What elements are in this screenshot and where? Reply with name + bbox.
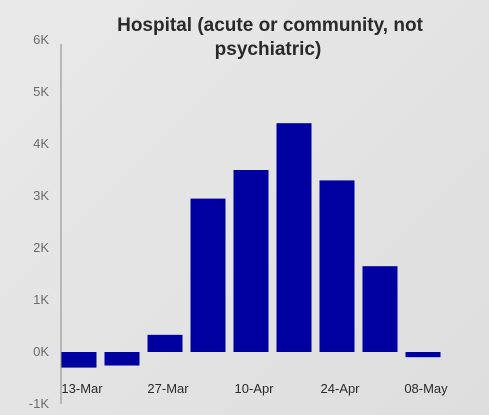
bar: [233, 170, 269, 352]
bar: [405, 352, 441, 358]
bar: [276, 123, 312, 352]
bar: [61, 352, 97, 368]
chart-title-line-1: Hospital (acute or community, not: [117, 15, 423, 36]
x-tick-label: 24-Apr: [320, 381, 360, 396]
x-axis-ticks: 13-Mar 27-Mar 10-Apr 24-Apr 08-May: [61, 381, 448, 396]
y-tick-label: -1K: [29, 396, 50, 411]
y-tick-label: 4K: [33, 136, 49, 151]
y-tick-label: 1K: [33, 292, 49, 307]
bar: [104, 352, 140, 366]
bar: [190, 198, 226, 352]
bar: [147, 334, 183, 352]
chart-title-line-2: psychiatric): [215, 39, 322, 60]
y-tick-label: 2K: [33, 240, 49, 255]
y-tick-label: 5K: [33, 84, 49, 99]
y-tick-label: 3K: [33, 188, 49, 203]
y-tick-label: 6K: [33, 32, 49, 47]
y-tick-label: 0K: [33, 344, 49, 359]
bars: [61, 123, 441, 368]
y-axis-ticks: 6K 5K 4K 3K 2K 1K 0K -1K: [29, 32, 50, 411]
bar: [319, 180, 355, 352]
x-tick-label: 10-Apr: [234, 381, 274, 396]
x-tick-label: 08-May: [404, 381, 448, 396]
x-tick-label: 27-Mar: [147, 381, 189, 396]
bar: [362, 266, 398, 352]
x-tick-label: 13-Mar: [61, 381, 103, 396]
